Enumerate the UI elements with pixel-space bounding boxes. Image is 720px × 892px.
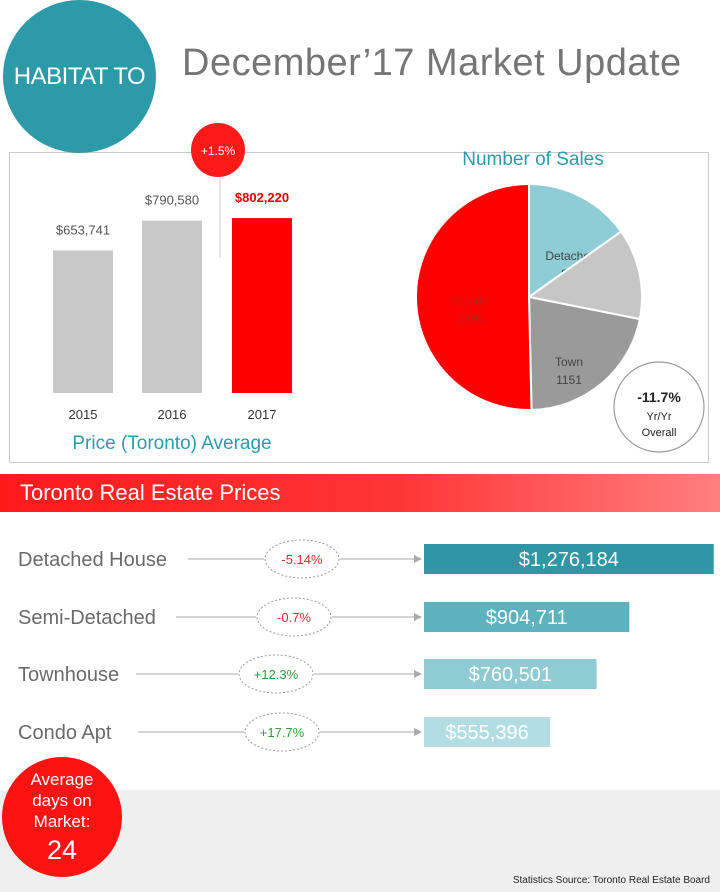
price-change-value: +17.7%	[260, 725, 305, 740]
prices-banner: Toronto Real Estate Prices	[0, 474, 720, 512]
pie-chart-title: Number of Sales	[462, 149, 604, 170]
pie-slice-value: 2695	[458, 312, 485, 326]
price-change-oval	[256, 597, 332, 637]
price-bar-value: $1,276,184	[519, 549, 619, 571]
pie-slice-detached	[528, 182, 623, 299]
year-bar-2016	[142, 220, 202, 393]
days-label-line1: Average	[30, 769, 94, 789]
summary-panel	[9, 152, 709, 463]
year-bar-category-label: 2015	[69, 407, 98, 422]
price-change-value: -0.7%	[277, 610, 311, 625]
price-change-value: +12.3%	[254, 667, 299, 682]
year-bar-category-label: 2017	[248, 407, 277, 422]
change-badge-text: +1.5%	[201, 144, 236, 158]
year-bar-value-label: $653,741	[56, 222, 110, 237]
price-bar-value: $555,396	[445, 722, 528, 744]
year-bar-category-label: 2016	[158, 407, 187, 422]
price-row-arrow	[414, 613, 422, 621]
pie-slice-condo	[415, 182, 533, 411]
price-bar-value: $760,501	[469, 664, 552, 686]
price-change-oval	[238, 654, 314, 694]
price-rows: Detached House -5.14% $1,276,184 Semi-Detac…	[18, 539, 714, 752]
year-bar-2015	[53, 250, 113, 393]
price-bar	[424, 544, 714, 574]
price-bar	[424, 717, 551, 747]
days-value: 24	[46, 834, 78, 865]
overall-change-circle	[613, 361, 705, 453]
average-price-bar-chart: $653,741 2015 $790,580 2016 $802,220 2017	[53, 190, 292, 422]
year-bar-value-label: $802,220	[235, 190, 289, 205]
days-label-line3: Market:	[33, 811, 91, 831]
source-note: Statistics Source: Toronto Real Estate B…	[512, 875, 710, 886]
change-badge	[191, 123, 245, 177]
price-row-arrow	[414, 555, 422, 563]
days-label-line2: days on	[32, 790, 92, 810]
price-row-label: Condo Apt	[18, 722, 112, 744]
pie-slice-value: 1151	[556, 373, 582, 387]
page-title: December’17 Market Update	[182, 42, 682, 84]
bar-chart-title: Price (Toronto) Average	[72, 433, 271, 454]
year-bar-2017	[232, 218, 292, 393]
price-change-value: -5.14%	[281, 552, 323, 567]
price-change-oval	[244, 712, 320, 752]
pie-slice-label: Condo	[453, 294, 489, 308]
price-bar-value: $904,711	[486, 607, 568, 629]
overall-change-label: Overall	[642, 427, 677, 439]
price-row-arrow	[414, 728, 422, 736]
brand-logo-text: HABITAT TO	[13, 62, 146, 90]
brand-logo: HABITAT TO	[3, 0, 156, 153]
price-row-label: Detached House	[18, 549, 167, 571]
sales-pie-chart: Detached812Semi694Town1151Condo2695	[415, 182, 643, 411]
price-row-arrow	[414, 670, 422, 678]
days-on-market-badge: Average days on Market: 24	[2, 757, 122, 877]
overall-change-value: -11.7%	[637, 389, 681, 405]
pie-slice-label: Town	[555, 355, 583, 369]
price-bar	[424, 659, 597, 689]
price-row-label: Semi-Detached	[18, 607, 156, 629]
overall-change-period: Yr/Yr	[646, 411, 671, 423]
price-row-label: Townhouse	[18, 664, 119, 686]
price-change-oval	[264, 539, 340, 579]
pie-slice-semi	[526, 230, 643, 321]
price-bar	[424, 602, 630, 632]
pie-slice-town	[527, 295, 641, 411]
year-bar-value-label: $790,580	[145, 193, 199, 208]
